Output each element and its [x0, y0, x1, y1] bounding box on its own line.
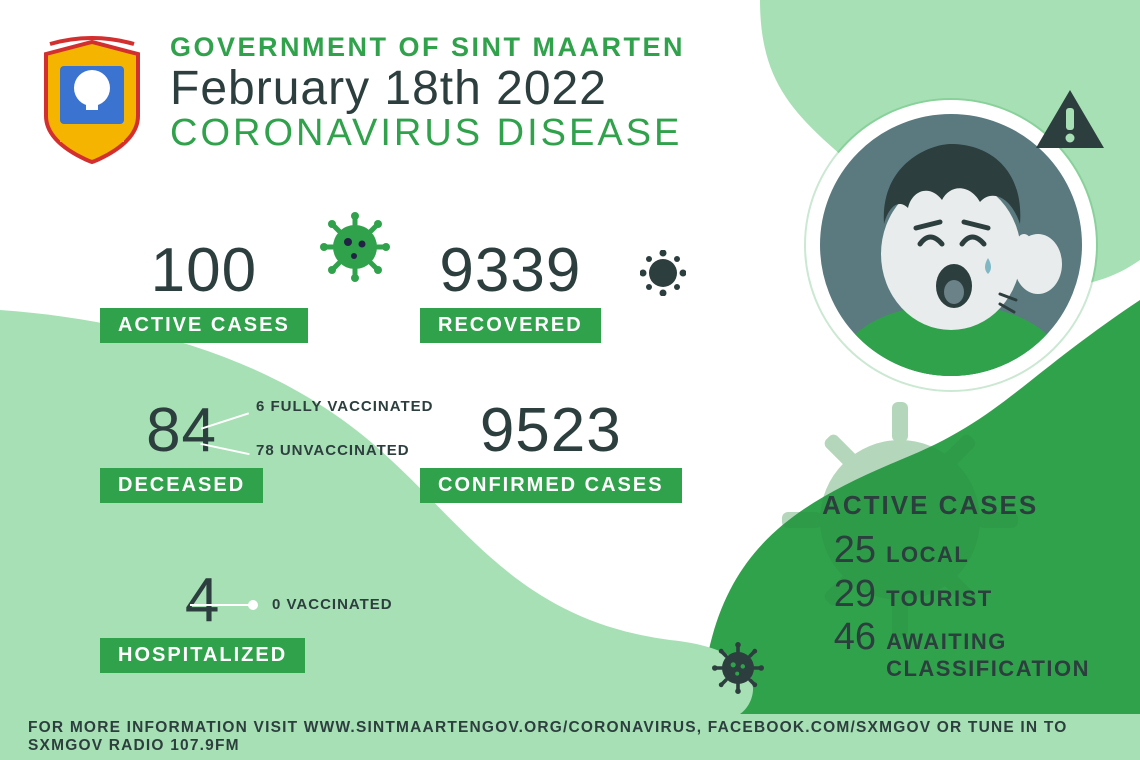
- connector-line: [190, 604, 250, 606]
- breakdown-label: AWAITING: [886, 629, 1007, 654]
- breakdown-sublabel: CLASSIFICATION: [886, 656, 1090, 681]
- header-date: February 18th 2022: [170, 61, 685, 116]
- stat-active-value: 100: [100, 240, 308, 302]
- deceased-vax-note: 6 FULLY VACCINATED: [256, 398, 433, 415]
- warning-icon: [1034, 88, 1106, 152]
- stat-active: 100 ACTIVE CASES: [100, 240, 308, 343]
- virus-icon: [320, 212, 390, 282]
- footer-text: FOR MORE INFORMATION VISIT WWW.SINTMAART…: [28, 719, 1140, 755]
- header-disease: CORONAVIRUS DISEASE: [170, 112, 685, 155]
- active-breakdown: ACTIVE CASES 25 LOCAL 29 TOURIST 46 AWAI…: [822, 490, 1090, 681]
- virus-small-icon: [710, 640, 766, 696]
- breakdown-num: 46: [822, 616, 876, 660]
- stat-hospitalized-label: HOSPITALIZED: [100, 638, 305, 673]
- coat-of-arms-icon: [36, 36, 148, 166]
- virus-dark-icon: [640, 250, 686, 296]
- breakdown-label: LOCAL: [886, 542, 969, 567]
- stat-confirmed-label: CONFIRMED CASES: [420, 468, 682, 503]
- header: GOVERNMENT OF SINT MAARTEN February 18th…: [170, 32, 685, 155]
- stat-confirmed-value: 9523: [420, 400, 682, 462]
- stat-deceased-label: DECEASED: [100, 468, 263, 503]
- breakdown-num: 29: [822, 573, 876, 617]
- breakdown-title: ACTIVE CASES: [822, 490, 1090, 521]
- header-org: GOVERNMENT OF SINT MAARTEN: [170, 32, 685, 63]
- stat-recovered: 9339 RECOVERED: [420, 240, 601, 343]
- breakdown-num: 25: [822, 529, 876, 573]
- breakdown-label: TOURIST: [886, 586, 993, 611]
- hosp-vax-note: 0 VACCINATED: [272, 596, 393, 613]
- connector-dot: [248, 600, 258, 610]
- stat-recovered-value: 9339: [420, 240, 601, 302]
- stat-confirmed: 9523 CONFIRMED CASES: [420, 400, 682, 503]
- footer-bar: FOR MORE INFORMATION VISIT WWW.SINTMAART…: [0, 714, 1140, 760]
- breakdown-row-awaiting: 46 AWAITING: [822, 616, 1090, 660]
- deceased-unvax-note: 78 UNVACCINATED: [256, 442, 410, 459]
- breakdown-row-tourist: 29 TOURIST: [822, 573, 1090, 617]
- stat-recovered-label: RECOVERED: [420, 308, 601, 343]
- stat-active-label: ACTIVE CASES: [100, 308, 308, 343]
- breakdown-row-local: 25 LOCAL: [822, 529, 1090, 573]
- stat-hospitalized: 4 HOSPITALIZED: [100, 570, 305, 673]
